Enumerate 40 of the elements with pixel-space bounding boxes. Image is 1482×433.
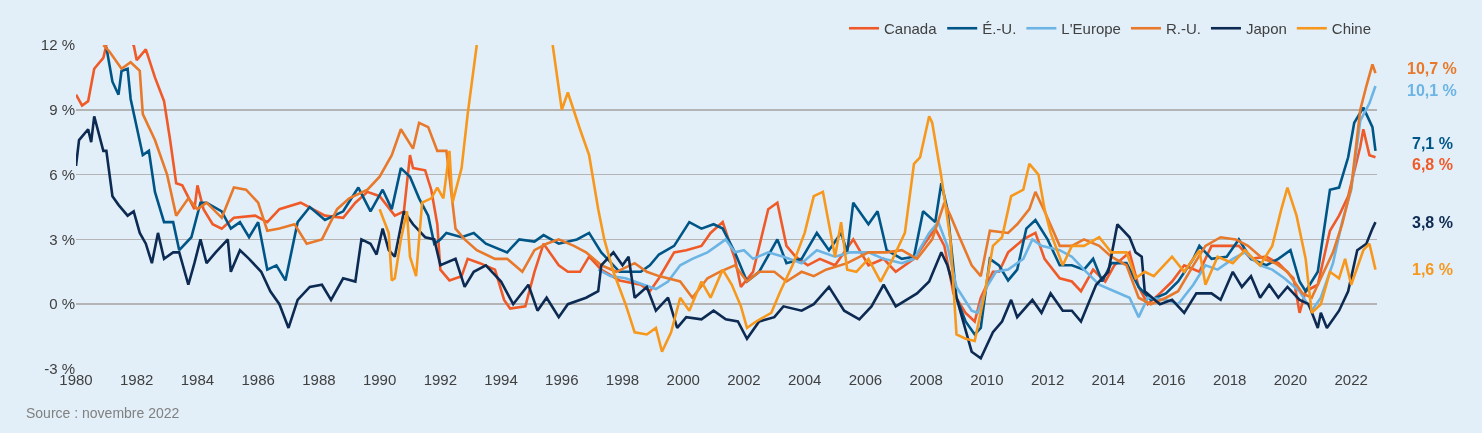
line-series: [76, 114, 1377, 360]
legend-label: Japon: [1245, 20, 1287, 38]
text: 7,1 %: [1412, 135, 1453, 152]
legend-label: Canada: [884, 20, 938, 38]
text: 10,1 %: [1407, 82, 1457, 99]
x-tick-label: 1998: [605, 371, 640, 388]
x-tick-label: 2004: [787, 371, 822, 388]
x-tick-label: 2008: [909, 371, 943, 388]
text: 3,8 %: [1412, 214, 1453, 231]
legend-label: R.-U.: [1165, 20, 1201, 38]
legend-label: Chine: [1331, 20, 1372, 38]
x-tick-label: 2002: [727, 371, 761, 388]
x-tick-label: 1996: [545, 371, 579, 388]
x-tick-label: 2000: [666, 371, 700, 388]
x-tick-label: 2020: [1273, 371, 1308, 388]
text: 1,6 %: [1412, 261, 1453, 278]
y-tick-label: 3 %: [49, 230, 75, 248]
y-tick-label: 0 %: [49, 295, 75, 313]
text: 6,8 %: [1412, 156, 1453, 173]
x-tick-label: 1994: [484, 371, 518, 388]
x-tick-label: 1992: [423, 371, 458, 388]
x-tick-label: 1988: [302, 371, 336, 388]
x-tick-label: 2016: [1152, 371, 1186, 388]
y-tick-label: 9 %: [49, 101, 75, 119]
x-tick-label: 1984: [180, 371, 215, 388]
x-tick-label: 1982: [120, 371, 154, 388]
x-tick-label: 1986: [241, 371, 275, 388]
x-tick-label: 2022: [1334, 371, 1368, 388]
x-tick-label: 2014: [1091, 371, 1125, 388]
source-note: Source : novembre 2022: [26, 405, 180, 421]
x-tick-label: 1990: [362, 371, 397, 388]
y-tick-label: 6 %: [49, 165, 75, 183]
y-tick-label: 12 %: [40, 36, 75, 54]
x-tick-label: 2006: [848, 371, 883, 388]
x-tick-label: 2010: [970, 371, 1004, 388]
x-tick-label: 2012: [1030, 371, 1065, 388]
legend-label: L'Europe: [1061, 20, 1121, 38]
legend-label: É.-U.: [982, 20, 1017, 38]
text: 10,7 %: [1407, 60, 1457, 77]
x-tick-label: 2018: [1213, 371, 1247, 388]
